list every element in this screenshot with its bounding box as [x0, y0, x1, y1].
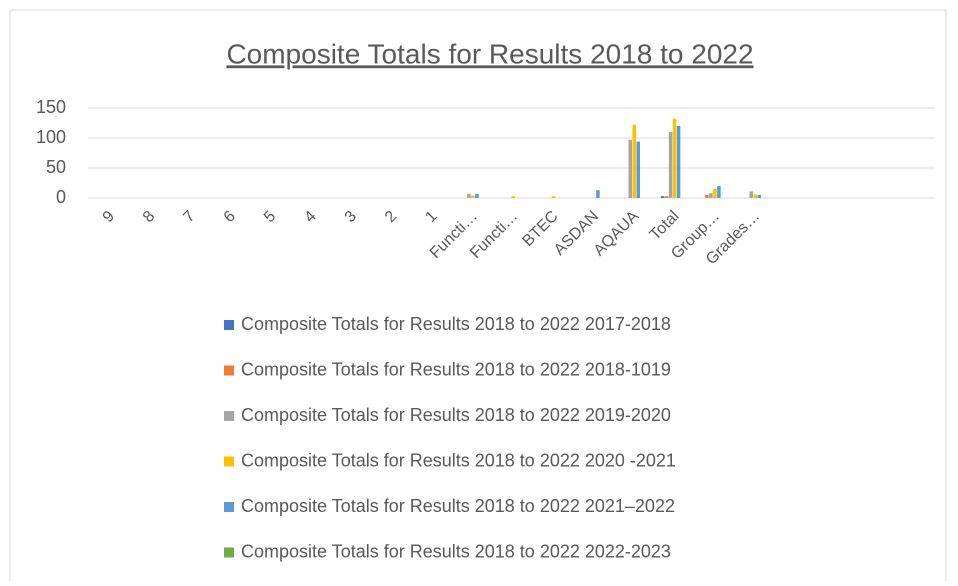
legend-label: Composite Totals for Results 2018 to 202…	[241, 314, 671, 334]
bar	[757, 195, 761, 198]
legend-label: Composite Totals for Results 2018 to 202…	[241, 359, 671, 379]
bar	[668, 132, 673, 198]
bar	[551, 196, 556, 198]
bar	[749, 191, 753, 198]
legend-label: Composite Totals for Results 2018 to 202…	[241, 450, 676, 470]
bar	[676, 126, 681, 198]
bar	[596, 190, 600, 198]
bar	[636, 141, 640, 198]
chart-border	[9, 9, 947, 586]
bar	[753, 194, 757, 198]
legend-label: Composite Totals for Results 2018 to 202…	[241, 541, 671, 561]
legend-swatch	[224, 411, 234, 421]
bar	[717, 186, 721, 198]
legend-label: Composite Totals for Results 2018 to 202…	[241, 496, 675, 516]
bar	[628, 139, 632, 198]
y-tick-label: 100	[36, 127, 66, 147]
legend-swatch	[224, 547, 234, 558]
legend-swatch	[224, 502, 234, 512]
legend-swatch	[224, 365, 234, 376]
bar	[709, 193, 713, 198]
bar	[660, 196, 665, 198]
y-tick-label: 0	[56, 187, 66, 207]
bar	[471, 195, 475, 198]
bar	[705, 195, 709, 198]
y-tick-label: 150	[36, 97, 66, 117]
bar	[467, 193, 471, 198]
legend-label: Composite Totals for Results 2018 to 202…	[241, 405, 671, 425]
chart-title: Composite Totals for Results 2018 to 202…	[226, 38, 753, 69]
bar	[713, 189, 717, 198]
legend-swatch	[224, 456, 234, 467]
bar	[475, 193, 479, 198]
bar	[632, 124, 636, 198]
bar	[511, 196, 515, 198]
y-tick-label: 50	[46, 157, 66, 177]
legend-swatch	[224, 320, 234, 330]
bar	[672, 118, 677, 198]
bar	[664, 196, 669, 198]
